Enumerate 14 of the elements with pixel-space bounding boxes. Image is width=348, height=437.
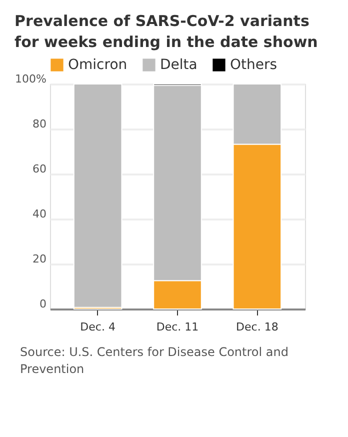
y-tick-label: 100% <box>15 72 46 86</box>
y-tick-label: 20 <box>32 252 46 266</box>
y-tick-label: 60 <box>32 162 46 176</box>
x-tick-label: Dec. 11 <box>156 320 199 334</box>
y-tick-label: 80 <box>32 118 46 130</box>
source-note: Source: U.S. Centers for Disease Control and Prevention <box>20 345 288 376</box>
legend-label: Others <box>230 57 278 73</box>
legend-label: Delta <box>160 57 198 73</box>
x-tick-label: Dec. 4 <box>80 320 116 334</box>
legend-label: Omicron <box>68 57 128 73</box>
y-tick-label: 40 <box>32 208 46 220</box>
x-tick-label: Dec. 18 <box>236 320 278 334</box>
y-tick-label: 0 <box>40 298 46 310</box>
chart-title: Prevalence of SARS-CoV-2 variants for weeks ending in the date shown <box>14 12 318 51</box>
